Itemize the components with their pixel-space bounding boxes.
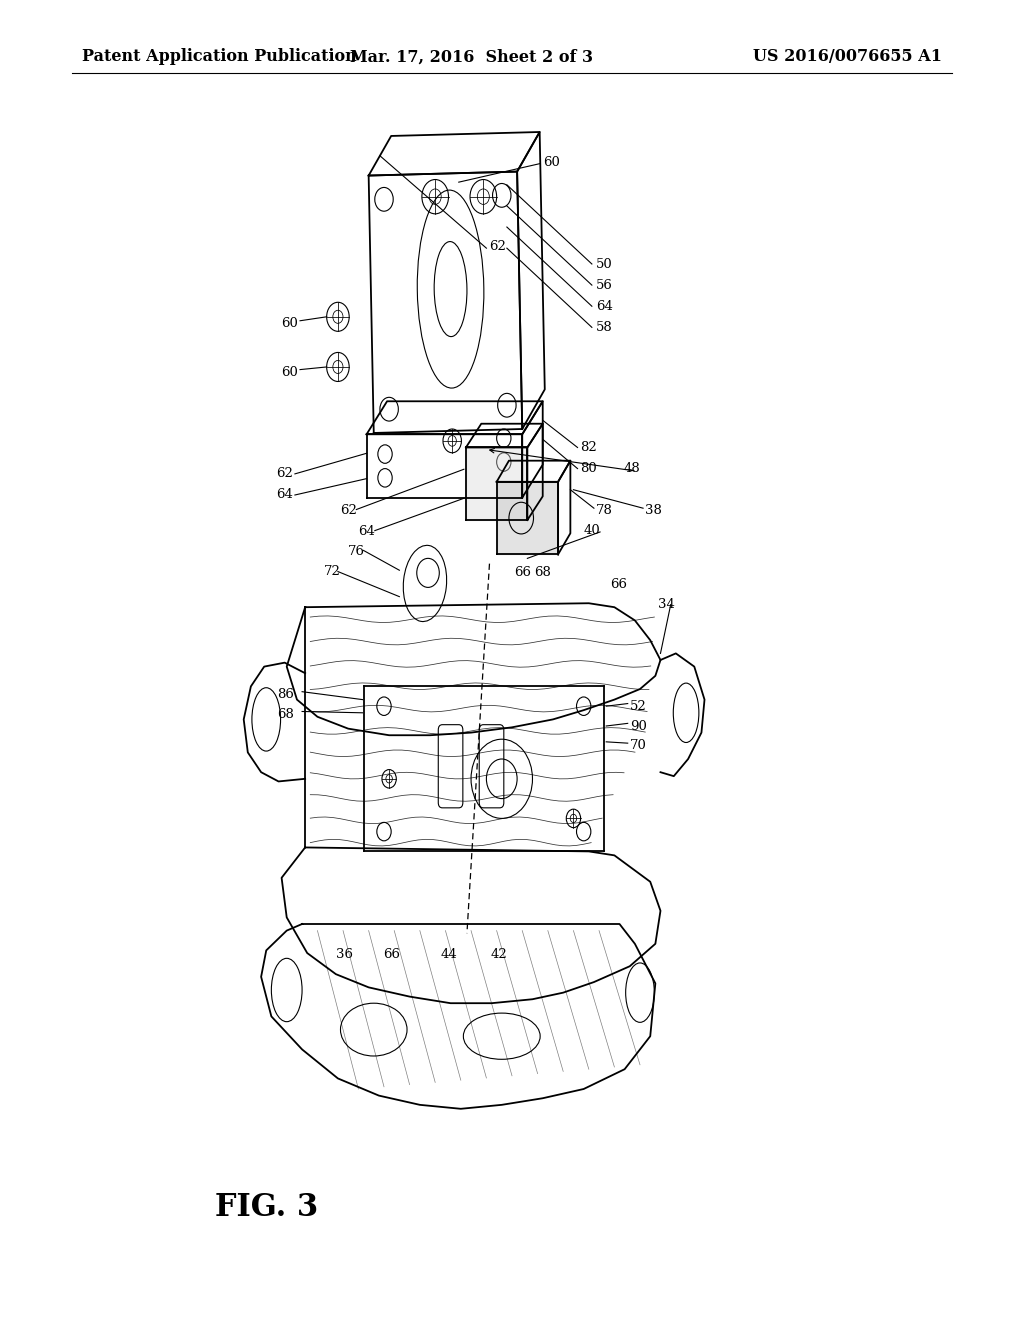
Text: 40: 40 xyxy=(584,524,600,537)
Text: 64: 64 xyxy=(276,488,293,502)
Text: 50: 50 xyxy=(596,257,612,271)
Polygon shape xyxy=(466,447,527,520)
Text: 68: 68 xyxy=(535,566,551,579)
Text: FIG. 3: FIG. 3 xyxy=(215,1192,318,1224)
Text: 64: 64 xyxy=(358,525,375,539)
Text: 68: 68 xyxy=(278,708,294,721)
Text: 72: 72 xyxy=(324,565,340,578)
Text: 78: 78 xyxy=(596,504,612,517)
Text: Patent Application Publication: Patent Application Publication xyxy=(82,49,356,65)
FancyBboxPatch shape xyxy=(438,725,463,808)
Text: 60: 60 xyxy=(282,317,298,330)
Polygon shape xyxy=(497,482,558,554)
Text: 62: 62 xyxy=(276,467,293,480)
Text: 64: 64 xyxy=(596,300,612,313)
Text: 52: 52 xyxy=(630,700,646,713)
Text: 62: 62 xyxy=(340,504,356,517)
Text: 38: 38 xyxy=(645,504,662,517)
Text: 44: 44 xyxy=(440,948,457,961)
Text: 58: 58 xyxy=(596,321,612,334)
Text: 76: 76 xyxy=(348,545,366,558)
Text: 66: 66 xyxy=(514,566,531,579)
Text: 48: 48 xyxy=(624,462,640,475)
Text: 70: 70 xyxy=(630,739,646,752)
Text: 62: 62 xyxy=(489,240,506,253)
Text: 66: 66 xyxy=(383,948,400,961)
Text: 80: 80 xyxy=(581,462,597,475)
Text: 82: 82 xyxy=(581,441,597,454)
Text: 60: 60 xyxy=(282,366,298,379)
Text: US 2016/0076655 A1: US 2016/0076655 A1 xyxy=(753,49,942,65)
Text: 90: 90 xyxy=(630,719,646,733)
Text: 36: 36 xyxy=(336,948,353,961)
Text: 56: 56 xyxy=(596,279,612,292)
Text: 60: 60 xyxy=(543,156,559,169)
Text: 34: 34 xyxy=(658,598,675,611)
Text: 42: 42 xyxy=(490,948,507,961)
Text: 66: 66 xyxy=(610,578,628,591)
Text: 86: 86 xyxy=(278,688,294,701)
FancyBboxPatch shape xyxy=(479,725,504,808)
Text: Mar. 17, 2016  Sheet 2 of 3: Mar. 17, 2016 Sheet 2 of 3 xyxy=(349,49,593,65)
